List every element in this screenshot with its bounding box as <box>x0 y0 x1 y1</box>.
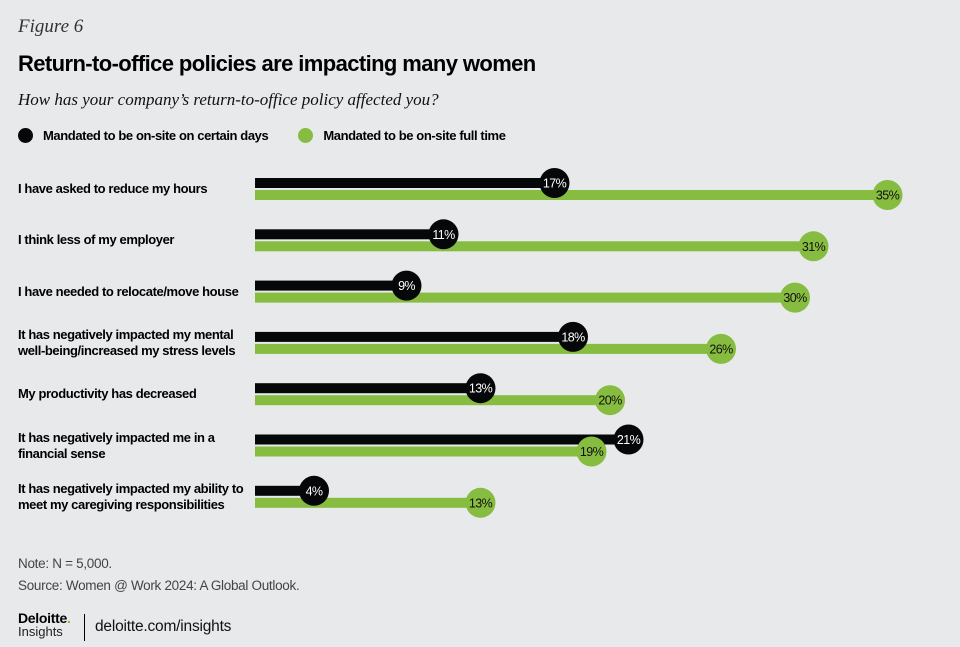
source: Source: Women @ Work 2024: A Global Outl… <box>18 578 300 593</box>
category-label: It has negatively impacted my mental well… <box>18 327 258 359</box>
data-label: 26% <box>709 342 733 356</box>
deloitte-insights-logo: Deloitte. Insights <box>18 610 71 639</box>
bar-full-time <box>255 292 795 303</box>
data-label: 17% <box>543 177 567 191</box>
data-label: 11% <box>432 228 455 242</box>
bar-certain-days <box>255 434 629 445</box>
category-label: I think less of my employer <box>18 232 258 248</box>
marker-full-time <box>780 282 810 313</box>
category-label: It has negatively impacted me in a financ… <box>18 430 258 462</box>
legend-swatch-full-time <box>298 128 314 143</box>
category-label-line: It has negatively impacted me in a <box>18 429 215 445</box>
category-label-line: well-being/increased my stress levels <box>18 342 236 358</box>
marker-certain-days <box>613 424 644 455</box>
data-label: 20% <box>598 394 622 408</box>
bar-certain-days <box>255 229 444 240</box>
bar-certain-days <box>255 178 555 188</box>
marker-certain-days <box>558 321 588 352</box>
marker-full-time <box>798 231 829 262</box>
legend-swatch-certain-days <box>18 128 33 143</box>
brand-name: Deloitte. <box>18 610 71 626</box>
bar-full-time <box>255 343 721 354</box>
deloitte-insights-link[interactable]: deloitte.com/insights <box>95 618 232 635</box>
legend-label: Mandated to be on-site on certain days <box>43 128 269 143</box>
legend-item-full-time: Mandated to be on-site full time <box>298 128 506 143</box>
figure-label: Figure 6 <box>18 16 84 37</box>
brand-wordmark: Deloitte <box>18 610 67 626</box>
bar-certain-days <box>255 331 573 342</box>
category-label-line: It has negatively impacted my ability to <box>18 480 244 496</box>
marker-full-time <box>595 385 625 416</box>
category-label-line: It has negatively impacted my mental <box>18 326 234 342</box>
category-label-line: meet my caregiving responsibilities <box>18 496 225 512</box>
category-label: I have asked to reduce my hours <box>18 181 258 197</box>
data-label: 13% <box>469 382 493 396</box>
marker-certain-days <box>391 270 422 301</box>
brand-sub: Insights <box>18 624 63 639</box>
footer-divider <box>84 614 85 641</box>
bar-full-time <box>255 190 888 200</box>
data-label: 21% <box>617 433 641 447</box>
marker-full-time <box>706 333 736 364</box>
category-label-line: financial sense <box>18 445 106 461</box>
marker-full-time <box>576 436 607 467</box>
marker-certain-days <box>539 168 570 198</box>
category-label: My productivity has decreased <box>18 386 258 402</box>
bar-full-time <box>255 446 592 457</box>
data-label: 31% <box>802 240 826 254</box>
chart-title: Return-to-office policies are impacting … <box>18 51 536 76</box>
data-label: 9% <box>398 279 415 293</box>
data-label: 4% <box>306 484 323 498</box>
bar-certain-days <box>255 280 407 291</box>
data-label: 18% <box>561 330 585 344</box>
marker-certain-days <box>465 373 496 404</box>
legend: Mandated to be on-site on certain days M… <box>18 128 536 143</box>
marker-full-time <box>465 487 496 518</box>
category-label-line: I have asked to reduce my hours <box>18 181 208 196</box>
chart-subtitle: How has your company’s return-to-office … <box>18 90 439 109</box>
category-label-line: I have needed to relocate/move house <box>18 283 239 299</box>
data-label: 19% <box>580 445 604 459</box>
data-label: 13% <box>469 496 493 510</box>
category-label: It has negatively impacted my ability to… <box>18 481 258 513</box>
marker-certain-days <box>428 219 459 250</box>
bar-certain-days <box>255 485 314 496</box>
legend-label: Mandated to be on-site full time <box>323 128 506 143</box>
marker-full-time <box>872 180 903 210</box>
data-label: 30% <box>783 291 807 305</box>
data-label: 35% <box>876 189 900 203</box>
note: Note: N = 5,000. <box>18 556 112 571</box>
bar-full-time <box>255 497 481 508</box>
category-label-line: My productivity has decreased <box>18 386 197 402</box>
brand-dot: . <box>66 610 71 626</box>
category-label-line: I think less of my employer <box>18 232 175 248</box>
marker-certain-days <box>299 475 329 506</box>
bar-full-time <box>255 241 814 252</box>
legend-item-certain-days: Mandated to be on-site on certain days <box>18 128 269 143</box>
bar-certain-days <box>255 383 481 394</box>
bar-full-time <box>255 395 610 406</box>
category-label: I have needed to relocate/move house <box>18 284 258 300</box>
